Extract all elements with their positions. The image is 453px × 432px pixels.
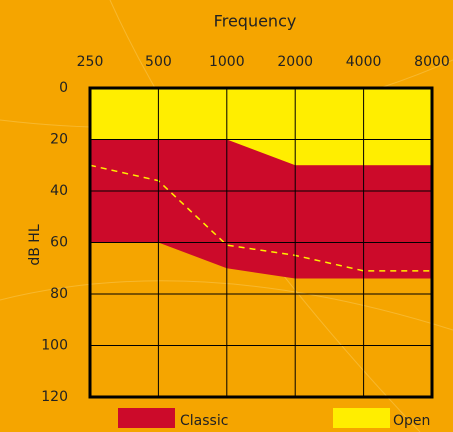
line — [89, 164, 432, 272]
x-tick-label: 500 — [145, 54, 172, 70]
y-tick-label: 40 — [50, 183, 68, 199]
y-tick-label: 60 — [50, 235, 68, 251]
y-tick-label: 0 — [59, 80, 68, 96]
area-band — [90, 139, 432, 279]
y-axis-title: dB HL — [27, 224, 43, 265]
y-tick-label: 80 — [50, 286, 68, 302]
x-tick-label: 1000 — [209, 54, 245, 70]
legend-swatch — [118, 408, 175, 428]
legend-label: Classic — [180, 413, 228, 429]
bg-curve — [0, 280, 453, 331]
x-tick-label: 250 — [77, 54, 104, 70]
legend-label: Open — [393, 413, 430, 429]
y-tick-label: 120 — [41, 389, 68, 405]
y-tick-label: 20 — [50, 132, 68, 148]
plot-border — [88, 86, 434, 399]
y-tick-label: 100 — [41, 338, 68, 354]
area-band — [90, 88, 432, 166]
x-axis-title: Frequency — [214, 12, 297, 31]
legend-swatch — [333, 408, 390, 428]
x-tick-label: 8000 — [414, 54, 450, 70]
x-tick-label: 4000 — [346, 54, 382, 70]
x-tick-label: 2000 — [277, 54, 313, 70]
